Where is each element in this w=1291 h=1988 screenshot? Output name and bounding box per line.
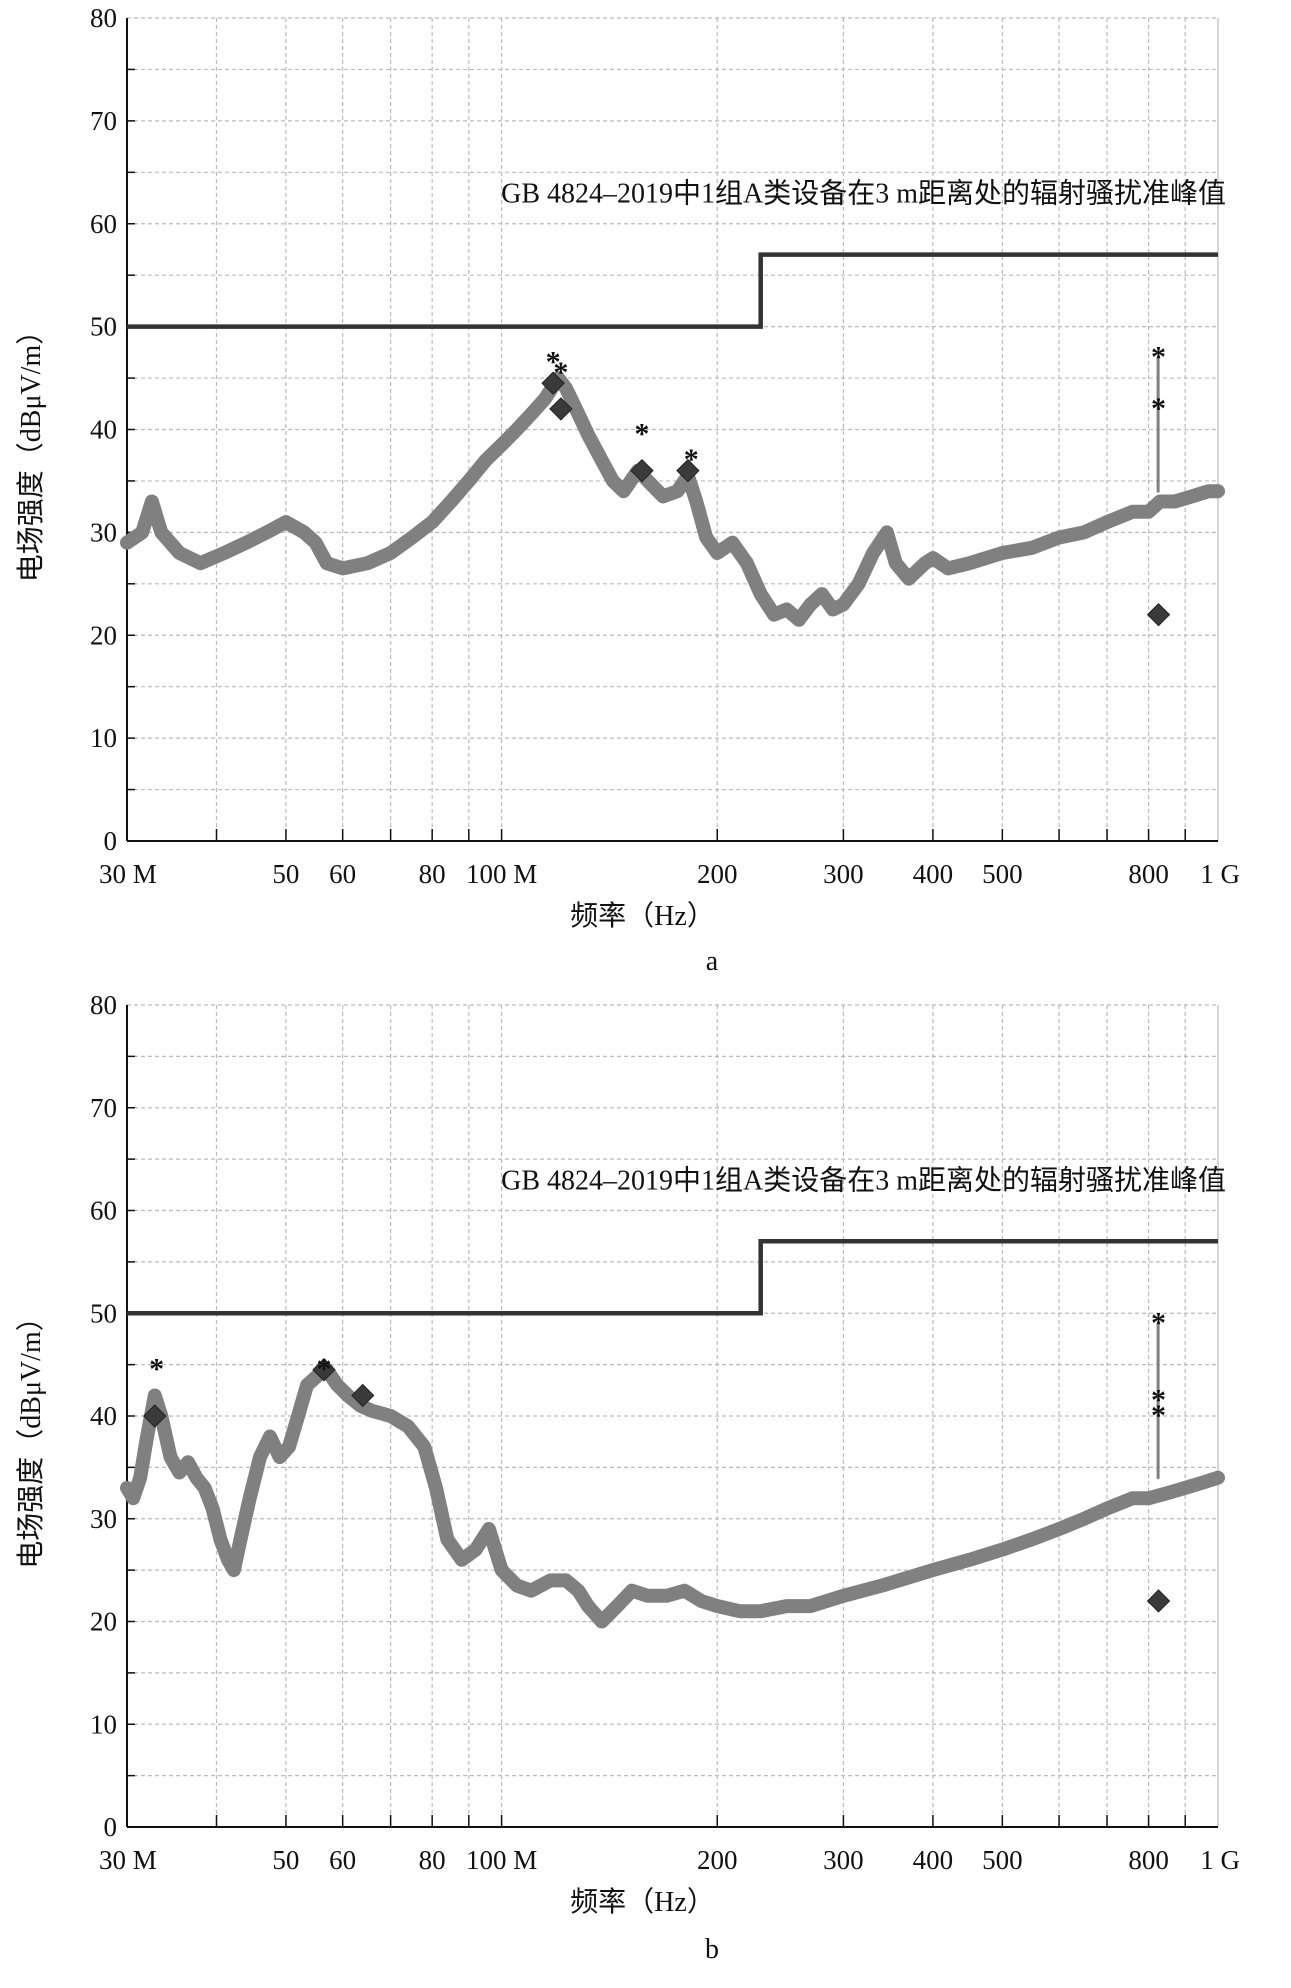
quasi-peak-diamond-marker <box>541 371 565 395</box>
x-tick-label: 1 G <box>1200 859 1240 889</box>
x-tick-label: 400 <box>913 1845 954 1875</box>
y-tick-label: 60 <box>90 209 117 239</box>
y-tick-label: 50 <box>90 1298 117 1328</box>
panel-a-chart: 0 10 20 30 40 50 60 70 80 30 M 50 60 80 100 M 200 300 40… <box>15 3 1240 977</box>
x-tick-label: 100 M <box>466 859 537 889</box>
peak-asterisk-marker: * <box>546 345 561 378</box>
y-tick-label: 70 <box>90 106 117 136</box>
y-tick-label: 10 <box>90 723 117 753</box>
quasi-peak-diamond-marker <box>630 458 654 483</box>
limit-line <box>127 1239 1218 1316</box>
y-tick-label: 30 <box>90 517 117 547</box>
quasi-peak-diamond-marker <box>312 1358 336 1382</box>
quasi-peak-diamond-marker <box>676 458 700 483</box>
quasi-peak-diamond-marker <box>1146 1589 1171 1613</box>
panel-label: a <box>706 946 719 977</box>
y-tick-label: 20 <box>90 1607 117 1637</box>
x-tick-label: 800 <box>1128 859 1169 889</box>
panel-b-grid <box>127 1004 1219 1827</box>
y-tick-label: 70 <box>90 1093 117 1123</box>
y-tick-label: 80 <box>90 3 117 33</box>
x-tick-label: 800 <box>1128 1845 1169 1875</box>
signal-trace <box>120 371 1225 627</box>
y-tick-label: 10 <box>90 1709 117 1739</box>
limit-line <box>127 252 1218 329</box>
panel-a-grid <box>127 17 1219 841</box>
x-axis-title: 频率（Hz） <box>570 900 715 932</box>
quasi-peak-diamond-marker <box>143 1404 167 1428</box>
x-tick-label: 100 M <box>466 1845 537 1875</box>
x-tick-label: 500 <box>982 1845 1023 1875</box>
panel-b-chart: 0 10 20 30 40 50 60 70 80 30 M 50 60 80 100 M 200 300 40… <box>15 990 1240 1965</box>
y-tick-label: 20 <box>90 620 117 650</box>
peak-asterisk-marker: * <box>1151 1306 1166 1339</box>
y-axis-title: 电场强度（dBμV/m） <box>15 317 47 582</box>
x-tick-label: 300 <box>823 859 864 889</box>
y-tick-label: 40 <box>90 415 117 445</box>
y-tick-label: 40 <box>90 1401 117 1431</box>
x-tick-label: 80 <box>419 859 446 889</box>
y-tick-label: 0 <box>104 1812 118 1842</box>
peak-asterisk-marker: * <box>149 1353 164 1386</box>
x-tick-label: 1 G <box>1200 1845 1240 1875</box>
x-tick-label: 60 <box>329 1845 356 1875</box>
peak-asterisk-marker: * <box>1151 340 1166 373</box>
quasi-peak-diamond-marker <box>549 397 573 421</box>
x-tick-label: 30 M <box>99 1845 157 1875</box>
y-tick-label: 0 <box>104 826 118 856</box>
x-tick-label: 400 <box>913 859 954 889</box>
quasi-peak-diamond-marker <box>1146 602 1171 627</box>
x-tick-label: 80 <box>419 1845 446 1875</box>
peak-asterisk-marker: * <box>1151 392 1166 425</box>
signal-trace <box>120 1362 1225 1629</box>
limit-line-label: GB 4824–2019中1组A类设备在3 m距离处的辐射骚扰准峰值 <box>501 1164 1226 1196</box>
peak-asterisk-marker: * <box>634 418 649 451</box>
x-tick-label: 50 <box>272 1845 299 1875</box>
x-tick-label: 50 <box>272 859 299 889</box>
peak-asterisk-marker: * <box>684 443 699 476</box>
peak-asterisk-marker: * <box>1151 1383 1166 1416</box>
x-tick-label: 200 <box>697 859 738 889</box>
limit-line-label: GB 4824–2019中1组A类设备在3 m距离处的辐射骚扰准峰值 <box>501 178 1226 210</box>
x-tick-label: 30 M <box>99 859 157 889</box>
y-tick-label: 30 <box>90 1504 117 1534</box>
y-tick-label: 80 <box>90 990 117 1020</box>
peak-asterisk-marker: * <box>553 356 568 389</box>
x-tick-label: 300 <box>823 1845 864 1875</box>
peak-asterisk-marker: * <box>316 1353 331 1386</box>
peak-asterisk-marker: * <box>1151 1399 1166 1432</box>
x-tick-label: 500 <box>982 859 1023 889</box>
y-tick-label: 60 <box>90 1196 117 1226</box>
x-tick-label: 200 <box>697 1845 738 1875</box>
x-tick-label: 60 <box>329 859 356 889</box>
x-axis-title: 频率（Hz） <box>570 1886 715 1918</box>
y-axis-title: 电场强度（dBμV/m） <box>15 1303 47 1568</box>
y-tick-label: 50 <box>90 312 117 342</box>
quasi-peak-diamond-marker <box>351 1383 375 1408</box>
panel-label: b <box>705 1934 719 1965</box>
